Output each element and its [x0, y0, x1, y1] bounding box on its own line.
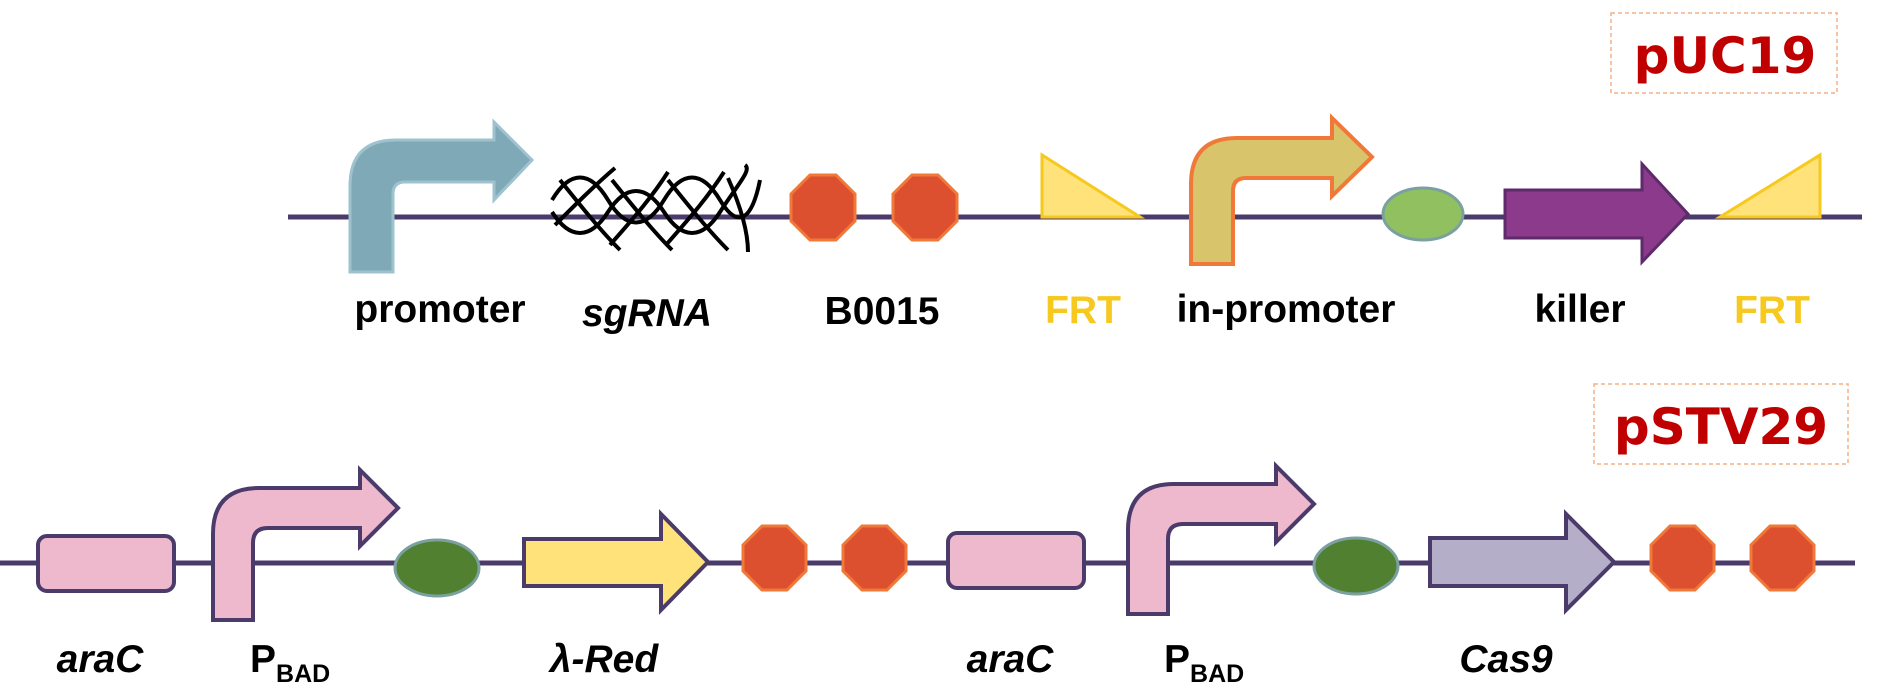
part-label: killer	[1534, 288, 1625, 331]
construct-puc19: pUC19	[288, 12, 1862, 335]
part-label: PBAD	[250, 638, 330, 688]
plasmid-label-box	[1610, 12, 1838, 94]
frt-triangle-icon	[1040, 152, 1146, 219]
part-label: PBAD	[1164, 638, 1244, 688]
double-terminator-icon	[741, 524, 908, 592]
terminator-octagon	[1749, 524, 1816, 592]
promoter-arrow-icon	[1189, 113, 1375, 266]
terminator-octagon	[891, 173, 959, 242]
sgrna-helix-icon	[550, 163, 762, 253]
terminator-octagon	[789, 173, 857, 242]
part-label: FRT	[1734, 289, 1810, 332]
gene-box-icon	[36, 534, 176, 593]
cds-arrow-icon	[1503, 160, 1691, 266]
part-label: araC	[967, 638, 1055, 681]
part-label: FRT	[1045, 289, 1121, 332]
frt-triangle-icon	[1714, 152, 1822, 219]
part-label: Cas9	[1459, 638, 1553, 681]
terminator-octagon	[841, 524, 908, 592]
plasmid-label-box	[1593, 383, 1849, 465]
terminator-octagon	[741, 524, 808, 592]
rbs-oval-icon	[1312, 536, 1400, 596]
rbs-oval-icon	[1381, 186, 1465, 242]
part-label: in-promoter	[1177, 288, 1396, 331]
double-terminator-icon	[789, 173, 959, 242]
promoter-arrow-icon	[348, 118, 535, 274]
plasmid-label: pSTV29	[1614, 398, 1828, 456]
part-label: promoter	[354, 288, 525, 331]
plasmid-label: pUC19	[1634, 27, 1817, 85]
part-label: λ-Red	[548, 638, 660, 681]
cds-arrow-icon	[522, 509, 711, 615]
cds-arrow-icon	[1428, 509, 1617, 615]
terminator-octagon	[1649, 524, 1716, 592]
promoter-arrow-icon	[211, 465, 401, 622]
part-label: B0015	[825, 290, 940, 333]
part-label: araC	[57, 638, 145, 681]
double-terminator-icon	[1649, 524, 1816, 592]
part-label: sgRNA	[582, 292, 712, 335]
gene-box-icon	[946, 531, 1086, 590]
rbs-oval-icon	[393, 538, 481, 598]
promoter-arrow-icon	[1126, 461, 1317, 616]
construct-pstv29: pSTV29 araC PBAD λ-Red a	[0, 383, 1855, 688]
